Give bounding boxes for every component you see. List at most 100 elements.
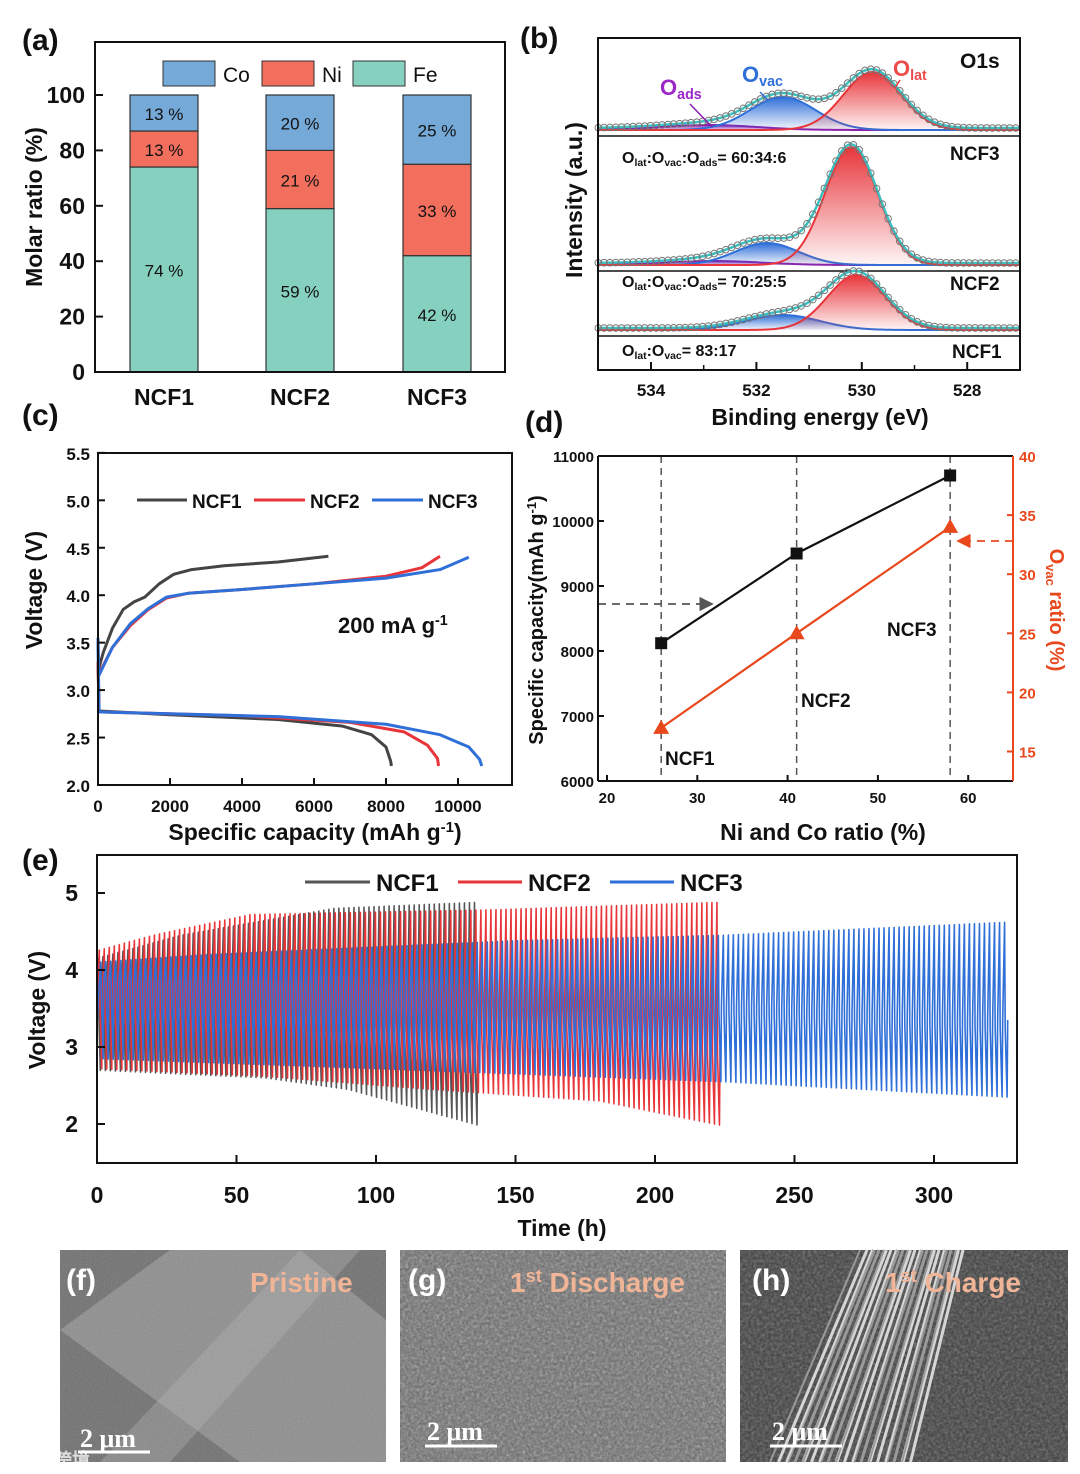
data-point [739,104,748,113]
data-point [664,324,672,332]
fiber-strand [859,1249,929,1463]
image-title-h: 1st Charge [885,1266,1021,1298]
data-point [791,231,800,239]
text-segment: vac [664,351,682,362]
y-tick-label: 4 [65,957,78,983]
legend-swatch-co [162,60,216,87]
sem-image-h: (h) 1st Charge 2 μm [740,1249,1068,1463]
data-point [617,258,626,267]
data-point [849,74,858,82]
data-point [977,124,985,132]
y-tick-label: 3.5 [66,635,90,654]
data-point [861,270,869,278]
data-point [733,107,742,116]
data-point [907,250,916,259]
panel-label-a: (a) [22,24,59,57]
data-point [646,257,655,266]
text-segment: Specific capacity(mAh g [526,514,548,745]
x-tick-label: 30 [689,790,706,807]
text-segment: = 60:34:6 [717,150,786,167]
data-point [895,237,904,246]
data-point [832,276,840,284]
fiber-strand [835,1249,909,1463]
data-point [919,111,927,120]
sem-texture [60,1250,386,1462]
panel-label-b: (b) [520,22,558,55]
data-point [855,69,863,78]
data-point [698,252,707,261]
text-segment: -1 [441,819,454,836]
data-point [756,311,765,320]
bar-co-ncf3 [402,94,472,165]
data-point [1011,259,1020,267]
x-tick-label: 8000 [367,797,405,816]
data-point [994,259,1003,267]
y2-tick-label: 25 [1019,626,1036,643]
data-point [977,324,985,332]
point-label-ncf2: NCF2 [801,691,851,712]
text-segment: :O [682,150,700,167]
panel-c-ylabel: Voltage (V) [21,531,47,649]
panel-c-legend: NCF1 NCF2 NCF3 [137,492,478,513]
y-tick-label: 4.5 [66,540,90,559]
data-point [640,324,649,332]
text-segment: -1 [435,613,448,629]
data-point [953,259,962,267]
data-point [658,121,666,129]
data-point [751,98,759,106]
bar-label: 25 % [418,122,457,141]
data-point [652,324,661,332]
peak-fill-lat [598,147,1020,265]
ncf3-discharge-curve [96,642,484,767]
panel-b-xlabel: Binding energy (eV) [711,404,928,430]
panel-e-xlabel: Time (h) [517,1215,606,1241]
point-label-ncf1: NCF1 [665,749,715,770]
data-point [751,235,759,244]
data-point [1006,259,1014,267]
image-title-f: Pristine [250,1267,353,1298]
data-point [878,286,887,295]
data-point [930,258,939,266]
y2-tick-label: 20 [1019,685,1036,702]
data-point [606,324,614,332]
data-point [948,122,956,131]
data-point [611,324,620,332]
data-point [948,323,956,332]
legend-swatch-fe [352,60,406,87]
text-segment: Specific capacity (mAh g [168,819,440,845]
y-tick-label: 5 [65,880,78,906]
fiber-strand [901,1249,957,1463]
capacity-marker [790,547,803,560]
x-tick-label: 528 [953,381,981,400]
y-tick-label: 7000 [561,709,594,726]
data-point [664,256,672,265]
data-point [808,95,817,103]
data-point [716,320,724,329]
data-point [687,254,695,263]
data-point [693,323,701,331]
fiber-strand [802,1249,885,1463]
legend-label-ncf1: NCF1 [376,870,439,897]
text-segment: vac [759,74,783,90]
data-point [1006,124,1014,132]
x-tick-label: 530 [848,381,876,400]
text-segment: :O [682,274,700,291]
data-point [942,121,950,130]
peak-fill-vac [598,97,1020,130]
ratio-ncf2: Olat:Ovac:Oads= 70:25:5 [622,274,786,293]
y-tick-label: 2.0 [66,777,90,796]
data-point [669,324,678,332]
data-point [982,259,991,267]
fiber-strand [785,1249,873,1463]
data-point [907,314,916,323]
data-point [855,146,863,154]
data-point [843,268,852,277]
data-point [959,259,968,267]
data-point [895,87,904,95]
y-tick-label: 40 [59,248,85,274]
legend-label-ncf3: NCF3 [680,870,743,897]
data-point [1006,324,1014,332]
y-tick-label: 20 [59,304,85,330]
data-point [971,324,979,332]
data-point [994,124,1003,132]
